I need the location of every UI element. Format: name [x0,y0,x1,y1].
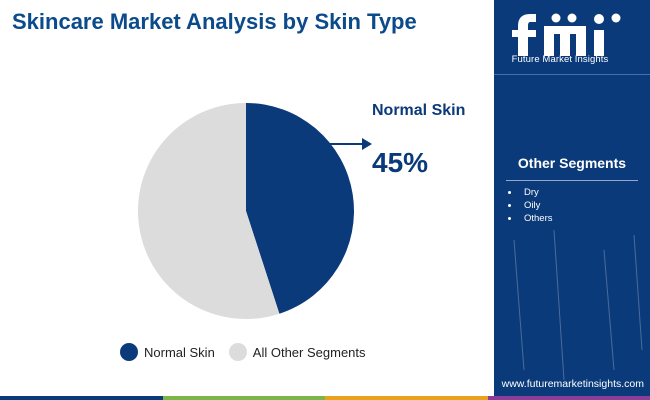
chart-legend: Normal Skin All Other Segments [120,343,380,361]
logo-text: Future Market Insights [511,54,609,65]
pie-chart [135,100,357,322]
legend-swatch-other-segments [228,343,247,361]
segment-item-dry: Dry [520,186,553,199]
other-segments-title: Other Segments [517,155,627,171]
legend-swatch-normal-skin [120,343,138,361]
bottom-color-bar [0,396,650,400]
panel-divider [494,74,650,75]
bottom-bar-segment-1 [0,396,163,400]
segment-item-oily: Oily [520,199,553,212]
callout-arrow [310,138,372,150]
decorative-lines [513,230,643,380]
pie-slice-all-other-segments [138,103,280,319]
chart-title: Skincare Market Analysis by Skin Type [12,9,417,34]
other-segments-rule [506,180,638,181]
legend-item-other-segments: All Other Segments [228,343,366,361]
bottom-bar-segment-3 [325,396,488,400]
pie-slice-normal-skin [246,103,354,314]
pie-svg [138,103,354,319]
legend-label-normal-skin: Normal Skin [144,344,215,360]
callout-label: Normal Skin [372,102,466,119]
bottom-bar-segment-2 [162,396,325,400]
fmi-logo-icon [512,13,621,56]
legend-label-other-segments: All Other Segments [252,344,366,360]
other-segments-list: Dry Oily Others [504,186,553,225]
legend-item-normal-skin: Normal Skin [120,343,215,361]
bottom-bar-segment-4 [487,396,650,400]
website-url: www.futuremarketinsights.com [501,378,644,390]
segment-item-others: Others [520,212,553,225]
callout-value: 45% [372,147,429,178]
side-panel: Future Market Insights Other Segments Dr… [494,0,650,400]
